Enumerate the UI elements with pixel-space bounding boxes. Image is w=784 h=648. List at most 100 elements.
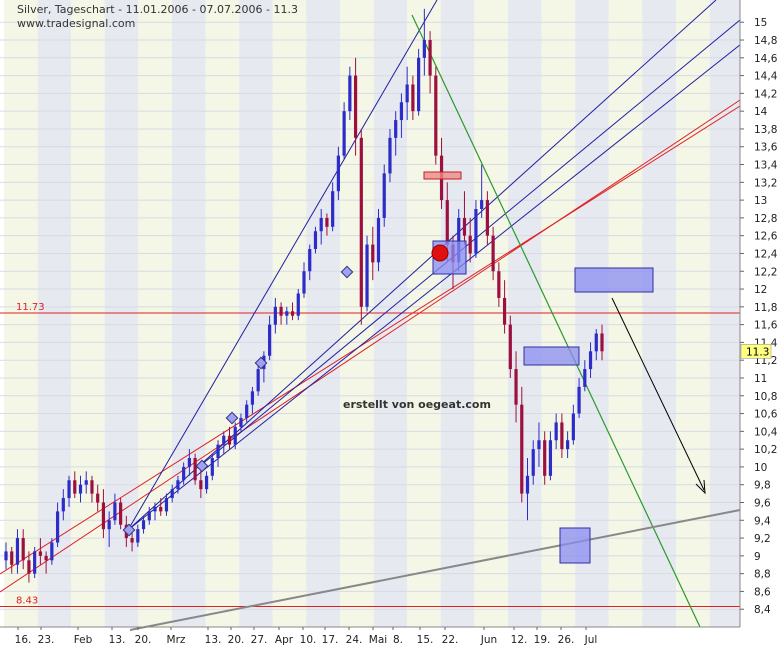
candle-body	[296, 293, 300, 316]
candle-body	[290, 311, 295, 316]
candle-body	[588, 351, 593, 370]
y-axis-background	[740, 0, 784, 648]
candle-body	[90, 480, 94, 494]
candle-body	[55, 511, 60, 543]
y-tick-label: 12,4	[754, 248, 778, 260]
pivot-diamond	[195, 459, 209, 473]
candle-body	[222, 435, 226, 445]
candle-body	[279, 306, 283, 316]
pivot-diamond	[225, 411, 239, 425]
y-tick-label: 10,8	[754, 391, 777, 403]
candle-body	[67, 480, 71, 499]
candle-body	[428, 40, 432, 76]
x-tick-label: 20.	[228, 634, 245, 646]
y-tick-label: 8,6	[754, 586, 771, 598]
annotation-text: erstellt von oegeat.com	[343, 398, 491, 411]
forecast-arrow-head	[695, 479, 706, 495]
x-tick-label: Feb	[74, 634, 93, 646]
candle-body	[480, 200, 484, 209]
y-tick-label: 14,8	[754, 35, 777, 47]
candle-body	[394, 120, 398, 138]
candle-body	[101, 502, 106, 530]
y-tick-label: 12	[754, 284, 767, 296]
background-bands: 11.73 8.43	[0, 0, 740, 627]
candle-body	[331, 191, 335, 227]
y-tick-label: 8,8	[754, 569, 771, 581]
candle-body	[491, 235, 495, 272]
candle-body	[136, 529, 140, 543]
candle-body	[583, 369, 587, 387]
candle-body	[313, 231, 318, 250]
candle-body	[38, 551, 42, 556]
candle-body	[50, 542, 54, 561]
candle-body	[239, 418, 243, 427]
candle-body	[319, 217, 323, 232]
level-label: 8.43	[16, 596, 38, 607]
candle-body	[531, 449, 535, 476]
candle-body	[514, 369, 518, 405]
candle-body	[388, 137, 392, 174]
y-tick-label: 13,6	[754, 142, 778, 154]
candle-body	[245, 404, 249, 418]
candle-body	[107, 520, 111, 530]
candle-body	[325, 217, 329, 227]
candle-body	[33, 551, 37, 574]
markers	[122, 171, 654, 564]
candle-body	[285, 311, 289, 316]
last-price-label: 11.3	[746, 346, 769, 358]
candle-body	[84, 480, 88, 485]
candle-body	[227, 435, 232, 445]
last-price-box	[740, 344, 772, 359]
trendline	[411, 14, 701, 628]
pivot-diamond	[340, 265, 354, 279]
pivot-diamond	[122, 523, 136, 537]
candle-body	[468, 235, 472, 254]
candle-body	[594, 333, 598, 352]
candles	[4, 8, 604, 583]
candle-body	[73, 480, 77, 494]
x-tick-label: 24.	[346, 634, 363, 646]
candle-body	[571, 413, 575, 441]
y-tick-label: 9,4	[754, 515, 771, 527]
chart-title: Silver, Tageschart - 11.01.2006 - 07.07.…	[17, 3, 298, 16]
candle-body	[417, 57, 421, 112]
candle-body	[405, 84, 409, 103]
x-tick-label: 20.	[135, 634, 152, 646]
y-tick-label: 13,8	[754, 124, 777, 136]
y-tick-label: 13,4	[754, 160, 778, 172]
candle-body	[216, 444, 220, 459]
candle-body	[27, 560, 31, 574]
candle-body	[170, 489, 174, 499]
candle-body	[353, 75, 358, 138]
candle-body	[577, 386, 581, 414]
y-axis: 8,4 8,6 8,8 9 9,2 9,4 9,6 9,8 10 10,2 10,4 10,6 10,8…	[739, 0, 784, 648]
y-tick-label: 14,6	[754, 53, 778, 65]
candle-body	[182, 466, 186, 481]
candle-body	[78, 484, 83, 494]
y-tick-label: 12,6	[754, 231, 778, 243]
candle-body	[485, 200, 489, 236]
y-tick-label: 11,8	[754, 302, 777, 314]
candle-body	[600, 333, 604, 352]
candle-body	[147, 511, 151, 521]
candle-body	[273, 306, 277, 325]
x-tick-label: 23.	[38, 634, 55, 646]
trendline	[0, 99, 741, 593]
candle-body	[193, 458, 197, 481]
x-tick-label: Mai	[369, 634, 387, 646]
candle-body	[457, 217, 461, 263]
candle-body	[210, 458, 214, 476]
candle-body	[411, 84, 415, 112]
x-tick-label: 16.	[15, 634, 32, 646]
x-tick-label: 15.	[417, 634, 434, 646]
candle-body	[44, 555, 48, 561]
x-tick-label: Jun	[480, 634, 497, 646]
y-tick-label: 8,4	[754, 604, 771, 616]
candle-body	[342, 111, 346, 156]
candle-body	[462, 217, 467, 236]
candle-body	[497, 271, 501, 298]
trendline	[0, 105, 741, 575]
x-tick-label: 26.	[558, 634, 575, 646]
highlight-box	[574, 267, 654, 293]
